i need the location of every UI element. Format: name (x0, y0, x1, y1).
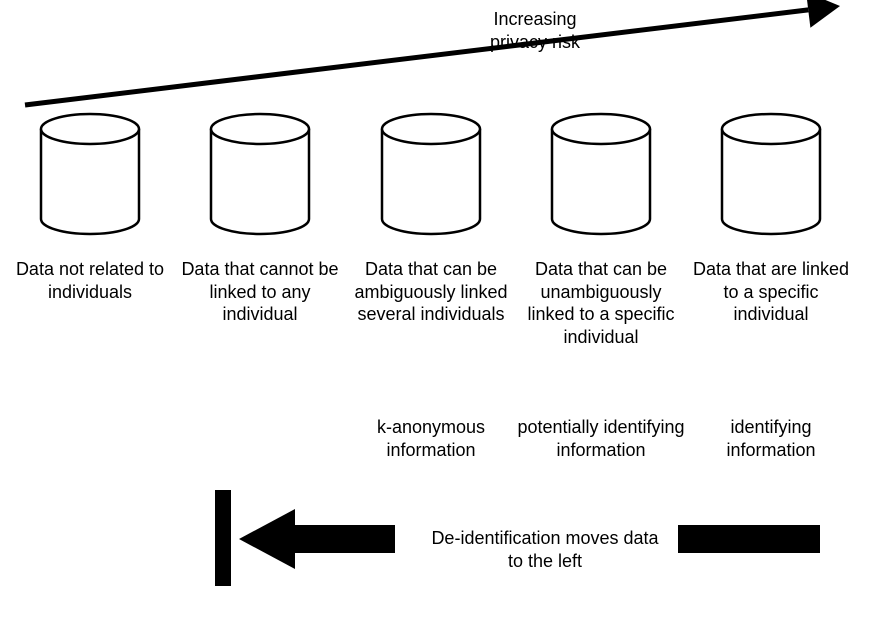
cylinder-sublabel-2: k-anonymous information (346, 416, 516, 461)
cylinder-label-1: Data that cannot be linked to any indivi… (180, 258, 340, 326)
cylinder-0 (41, 114, 139, 234)
cylinder-label-2: Data that can be ambiguously linked seve… (351, 258, 511, 326)
deid-shaft-left (295, 525, 395, 553)
cylinder-label-4: Data that are linked to a specific indiv… (691, 258, 851, 326)
cylinder-sublabel-3: potentially identifying information (516, 416, 686, 461)
cylinder-4 (722, 114, 820, 234)
cylinder-3 (552, 114, 650, 234)
cylinder-1 (211, 114, 309, 234)
top-arrow-head (806, 0, 840, 28)
deid-label: De-identification moves data to the left (395, 527, 695, 572)
cylinder-2 (382, 114, 480, 234)
deid-arrow-head (239, 509, 295, 569)
cylinder-label-0: Data not related to individuals (10, 258, 170, 303)
cylinder-sublabel-4: identifying information (686, 416, 856, 461)
cylinder-label-3: Data that can be unambiguously linked to… (521, 258, 681, 348)
deid-shaft-right (678, 525, 820, 553)
deid-endbar (215, 490, 231, 586)
top-arrow-label: Increasing privacy risk (435, 8, 635, 55)
top-arrow-line (25, 10, 808, 105)
